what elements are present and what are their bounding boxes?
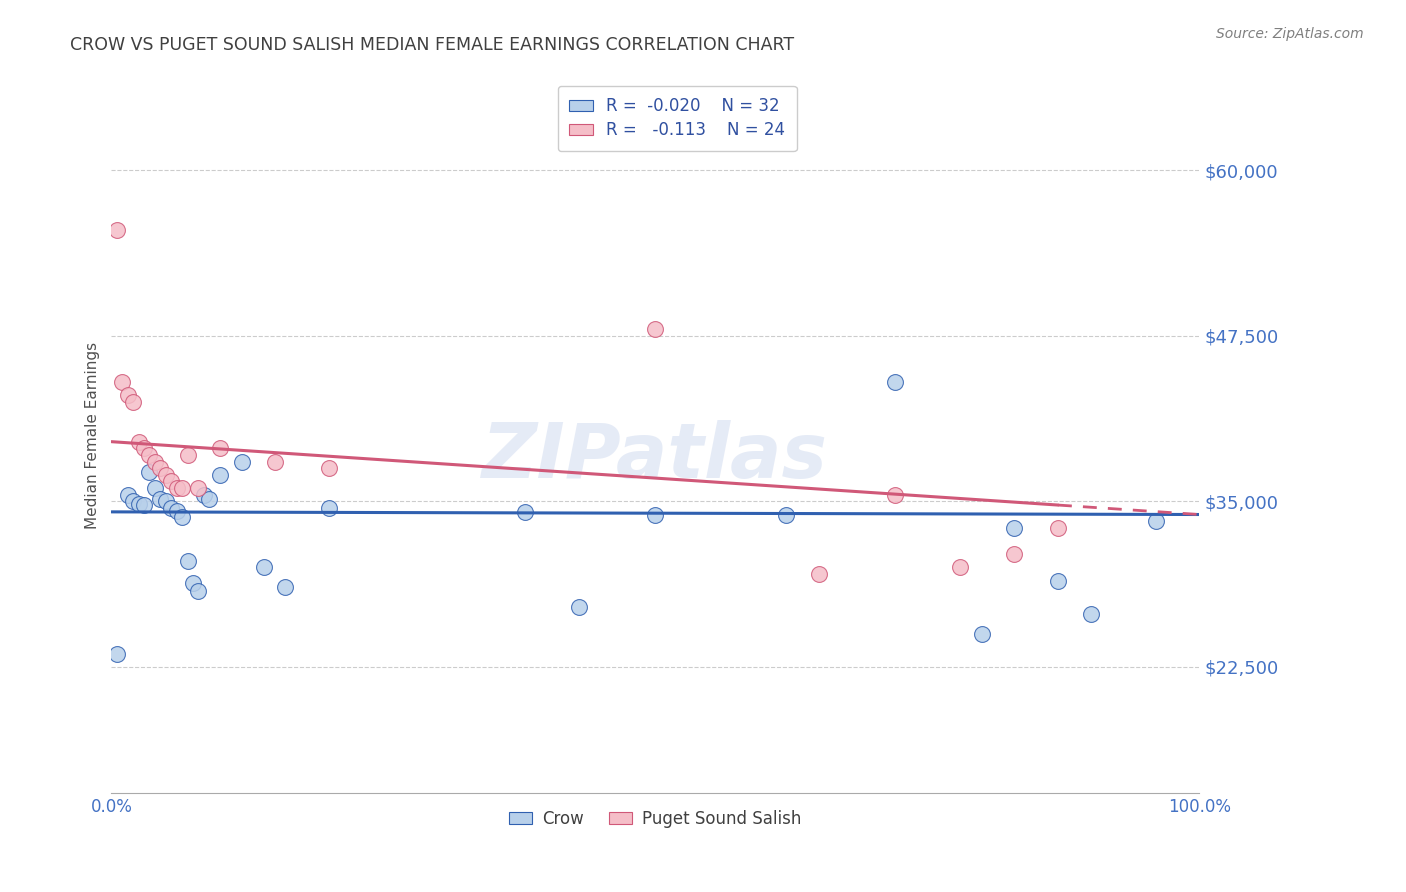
Point: [318, 461, 340, 475]
Y-axis label: Median Female Earnings: Median Female Earnings: [86, 342, 100, 529]
Point: [1004, 521, 1026, 535]
Point: [1144, 514, 1167, 528]
Text: ZIPatlas: ZIPatlas: [482, 419, 828, 493]
Point: [149, 491, 172, 506]
Point: [181, 576, 204, 591]
Point: [883, 375, 905, 389]
Point: [1004, 547, 1026, 561]
Text: CROW VS PUGET SOUND SALISH MEDIAN FEMALE EARNINGS CORRELATION CHART: CROW VS PUGET SOUND SALISH MEDIAN FEMALE…: [70, 36, 794, 54]
Point: [117, 388, 139, 402]
Point: [176, 554, 198, 568]
Point: [132, 442, 155, 456]
Point: [117, 488, 139, 502]
Point: [155, 467, 177, 482]
Point: [253, 560, 276, 574]
Point: [122, 395, 145, 409]
Point: [122, 494, 145, 508]
Point: [138, 448, 160, 462]
Point: [160, 500, 183, 515]
Point: [193, 488, 215, 502]
Point: [143, 454, 166, 468]
Point: [970, 626, 993, 640]
Point: [568, 600, 591, 615]
Point: [143, 481, 166, 495]
Point: [176, 448, 198, 462]
Point: [1080, 607, 1102, 621]
Point: [187, 584, 209, 599]
Point: [160, 475, 183, 489]
Point: [132, 498, 155, 512]
Point: [883, 488, 905, 502]
Point: [155, 494, 177, 508]
Point: [198, 491, 221, 506]
Point: [166, 481, 188, 495]
Point: [149, 461, 172, 475]
Point: [231, 454, 253, 468]
Point: [187, 481, 209, 495]
Point: [513, 505, 536, 519]
Point: [209, 467, 232, 482]
Point: [105, 647, 128, 661]
Point: [274, 580, 297, 594]
Point: [1046, 521, 1069, 535]
Point: [644, 508, 666, 522]
Point: [263, 454, 285, 468]
Point: [209, 442, 232, 456]
Point: [128, 434, 150, 449]
Point: [949, 560, 972, 574]
Point: [166, 503, 188, 517]
Point: [105, 223, 128, 237]
Point: [1046, 574, 1069, 588]
Point: [138, 465, 160, 479]
Text: Source: ZipAtlas.com: Source: ZipAtlas.com: [1216, 27, 1364, 41]
Point: [318, 500, 340, 515]
Point: [172, 510, 194, 524]
Point: [644, 322, 666, 336]
Point: [128, 497, 150, 511]
Point: [775, 508, 797, 522]
Legend: Crow, Puget Sound Salish: Crow, Puget Sound Salish: [502, 803, 808, 834]
Point: [807, 567, 830, 582]
Point: [172, 481, 194, 495]
Point: [111, 375, 134, 389]
